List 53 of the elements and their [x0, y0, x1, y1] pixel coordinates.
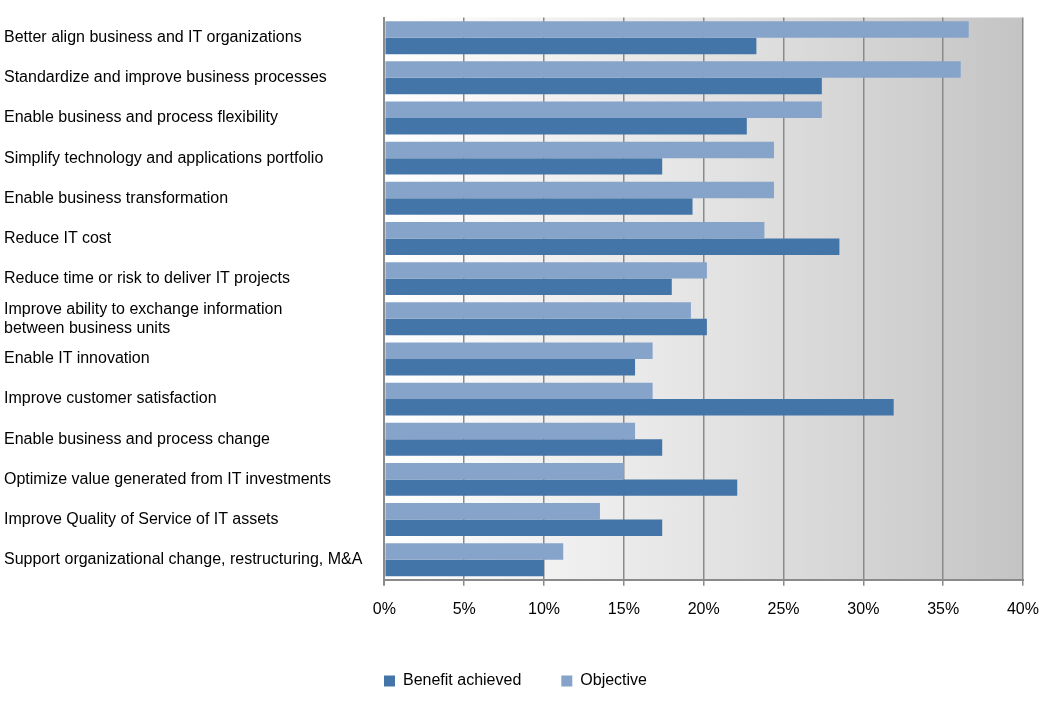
x-tick-label: 5% [452, 599, 476, 617]
bar [385, 238, 840, 255]
bar [385, 318, 707, 336]
x-tick-label: 30% [847, 599, 880, 617]
x-tick-label: 35% [927, 599, 960, 617]
bar [385, 181, 774, 199]
bar [385, 479, 738, 496]
bar [385, 439, 663, 456]
bar [385, 101, 822, 118]
y-tick-label: Improve Quality of Service of IT assets [4, 509, 279, 527]
bar [385, 382, 653, 400]
x-tick-label: 10% [528, 599, 561, 617]
bar [385, 342, 653, 359]
x-tick-label: 0% [372, 599, 396, 617]
bar [385, 158, 663, 175]
legend-label: Objective [580, 671, 648, 689]
x-tick-label: 15% [607, 599, 640, 617]
y-tick-label: Standardize and improve business processes [4, 68, 327, 86]
bar [385, 198, 693, 215]
x-tick-label: 40% [1006, 599, 1039, 617]
bar [385, 503, 600, 520]
y-tick-label: Enable business transformation [4, 188, 229, 206]
bar [385, 302, 691, 319]
x-tick-label: 20% [687, 599, 720, 617]
bar [385, 141, 774, 159]
y-tick-label: Enable business and process flexibility [4, 108, 278, 126]
bar [385, 37, 757, 55]
bar [385, 222, 765, 239]
bar [385, 519, 663, 537]
y-tick-label: Optimize value generated from IT investments [4, 469, 331, 487]
y-tick-label: Enable IT innovation [4, 349, 150, 367]
y-tick-label: Simplify technology and applications portfolio [4, 148, 324, 166]
bar [385, 117, 747, 135]
bar [385, 77, 822, 95]
bar [385, 358, 636, 376]
y-tick-label: Improve customer satisfaction [4, 389, 217, 407]
bar [385, 422, 636, 440]
y-tick-label: Better align business and IT organizations [4, 28, 302, 46]
legend-label: Benefit achieved [403, 671, 522, 689]
y-tick-label: Enable business and process change [4, 429, 271, 447]
y-tick-label: Reduce IT cost [4, 228, 112, 246]
y-tick-label: Improve ability to exchange information between business units [4, 299, 283, 336]
bar [385, 543, 564, 560]
bar [385, 462, 624, 480]
y-tick-label: Reduce time or risk to deliver IT projects [4, 269, 291, 287]
bar [385, 278, 672, 296]
bar [385, 262, 707, 279]
bar [385, 21, 969, 38]
bar [385, 399, 894, 416]
bar [385, 61, 961, 78]
y-tick-label: Support organizational change, restructuring, M&A [4, 550, 363, 568]
bar [385, 559, 545, 577]
x-tick-label: 25% [767, 599, 800, 617]
